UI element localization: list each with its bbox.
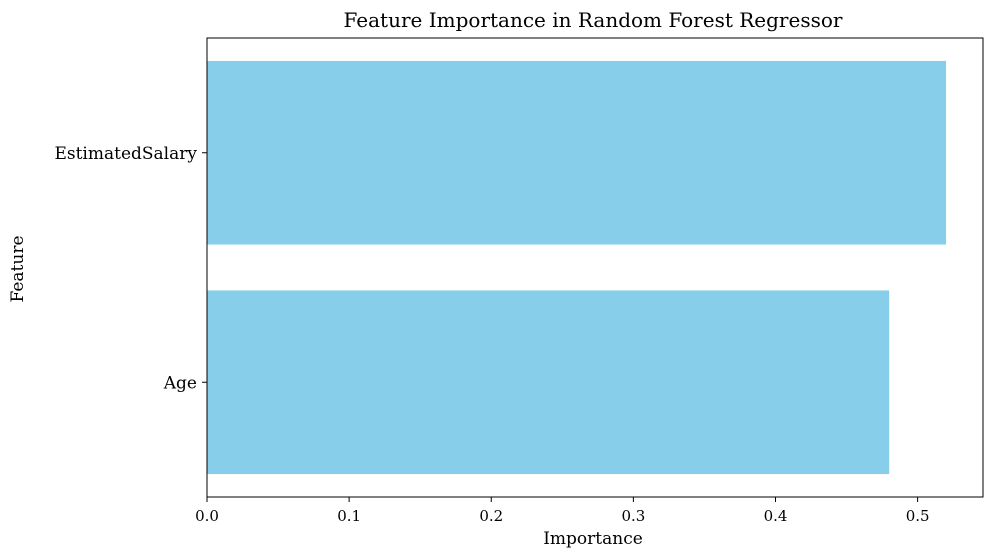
x-axis-label: Importance <box>543 529 643 549</box>
x-tick-label: 0.3 <box>621 507 645 525</box>
x-tick-label: 0.0 <box>195 507 219 525</box>
x-tick-label: 0.2 <box>479 507 503 525</box>
bar-estimatedsalary <box>207 60 947 245</box>
y-tick-label: EstimatedSalary <box>54 144 197 164</box>
x-tick-label: 0.4 <box>764 507 788 525</box>
x-tick-label: 0.5 <box>906 507 930 525</box>
y-axis-label: Feature <box>8 235 28 302</box>
axes-frame <box>206 37 984 498</box>
plot-area: EstimatedSalary Age 0.0 0.1 0.2 0.3 0.4 0.5 <box>54 37 984 525</box>
chart-title: Feature Importance in Random Forest Regr… <box>344 8 843 32</box>
bar-age <box>207 290 890 475</box>
y-tick-label: Age <box>163 373 197 393</box>
x-tick-label: 0.1 <box>337 507 361 525</box>
